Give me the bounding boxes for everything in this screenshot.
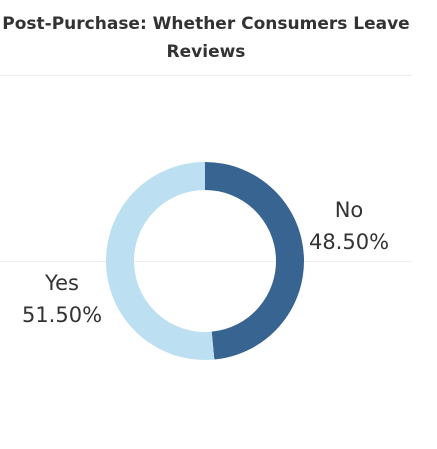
slice-label-yes-name: Yes xyxy=(44,271,79,295)
slice-label-no-value: 48.50% xyxy=(309,230,389,254)
donut-slice-yes[interactable] xyxy=(105,162,215,360)
gridline-divider xyxy=(0,261,412,262)
slice-label-no-name: No xyxy=(335,198,364,222)
title-divider xyxy=(0,75,412,76)
donut-slices xyxy=(105,162,304,360)
donut-slice-no[interactable] xyxy=(205,162,304,360)
slice-labels: No 48.50% Yes 51.50% xyxy=(22,198,389,327)
chart-title: Post-Purchase: Whether Consumers Leave R… xyxy=(2,14,410,62)
slice-label-yes-value: 51.50% xyxy=(22,303,102,327)
